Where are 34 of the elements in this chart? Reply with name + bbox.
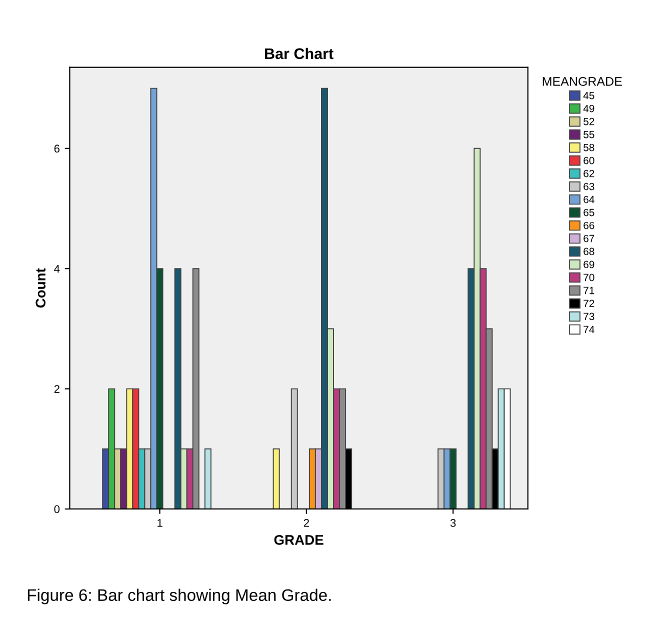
legend-label: 52	[584, 118, 594, 126]
legend-label: 73	[584, 312, 594, 320]
legend-label: 72	[584, 300, 594, 308]
legend-label: 64	[584, 196, 594, 204]
legend-label: 65	[584, 208, 594, 216]
bar	[204, 448, 212, 509]
x-tick-label: 2	[304, 519, 309, 527]
legend-label: 55	[584, 130, 594, 138]
legend-label: 45	[583, 92, 594, 100]
legend-label: 66	[584, 222, 594, 230]
y-tick-label: 6	[54, 144, 60, 153]
legend-label: 49	[583, 104, 594, 112]
y-tick-label: 2	[54, 385, 60, 393]
legend-label: 60	[584, 156, 594, 164]
legend-label: 71	[584, 286, 594, 294]
legend-label: 67	[584, 234, 594, 242]
caption: Figure 6: Bar chart showing Mean Grade.	[28, 588, 331, 604]
legend-label: 70	[584, 274, 594, 282]
bar	[290, 388, 298, 509]
legend-label: 62	[584, 170, 594, 178]
legend-label: 58	[584, 144, 594, 152]
chart-title: Bar Chart	[265, 48, 334, 60]
bar	[272, 448, 280, 509]
legend-label: 69	[584, 260, 594, 268]
legend-label: 63	[584, 182, 594, 190]
y-tick-label: 4	[54, 264, 60, 273]
legend-label: 74	[584, 326, 594, 334]
legend-label: 68	[584, 248, 594, 256]
y-axis-title: Count	[36, 268, 46, 308]
x-axis-title: GRADE	[274, 534, 324, 545]
y-tick-label: 0	[54, 505, 60, 514]
x-tick-label: 3	[450, 519, 456, 527]
legend-title: MEANGRADE	[542, 76, 622, 86]
x-tick-label: 1	[158, 519, 162, 527]
